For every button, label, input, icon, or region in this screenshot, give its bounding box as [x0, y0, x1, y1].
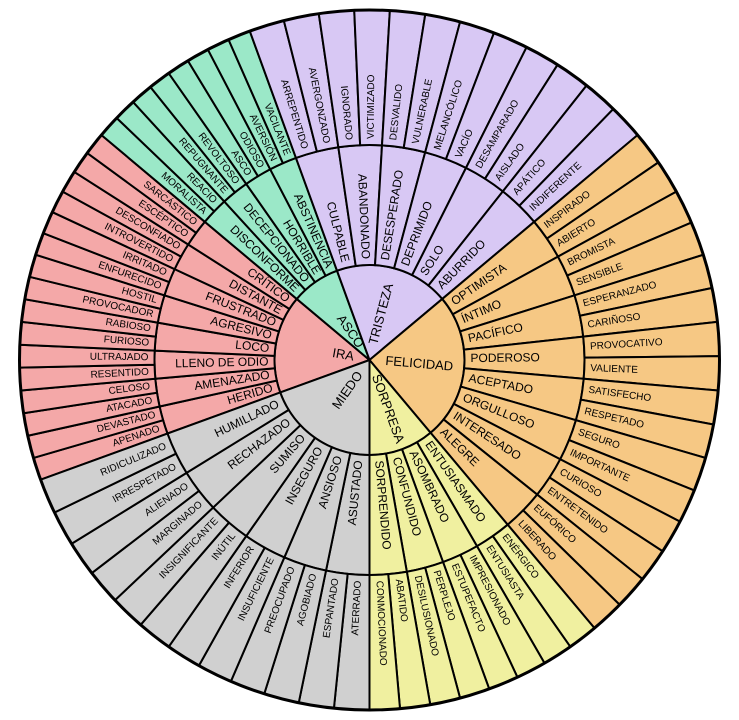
mid-label: PODEROSO — [470, 350, 540, 365]
outer-label: VICTIMIZADO — [366, 74, 377, 139]
emotion-wheel: IRAASCOTRISTEZAFELICIDADSORPRESAMIEDOHER… — [0, 0, 739, 720]
outer-label: ULTRAJADO — [90, 352, 149, 364]
outer-label: VALIENTE — [590, 363, 638, 376]
mid-label: LLENO DE ODIO — [175, 354, 269, 370]
